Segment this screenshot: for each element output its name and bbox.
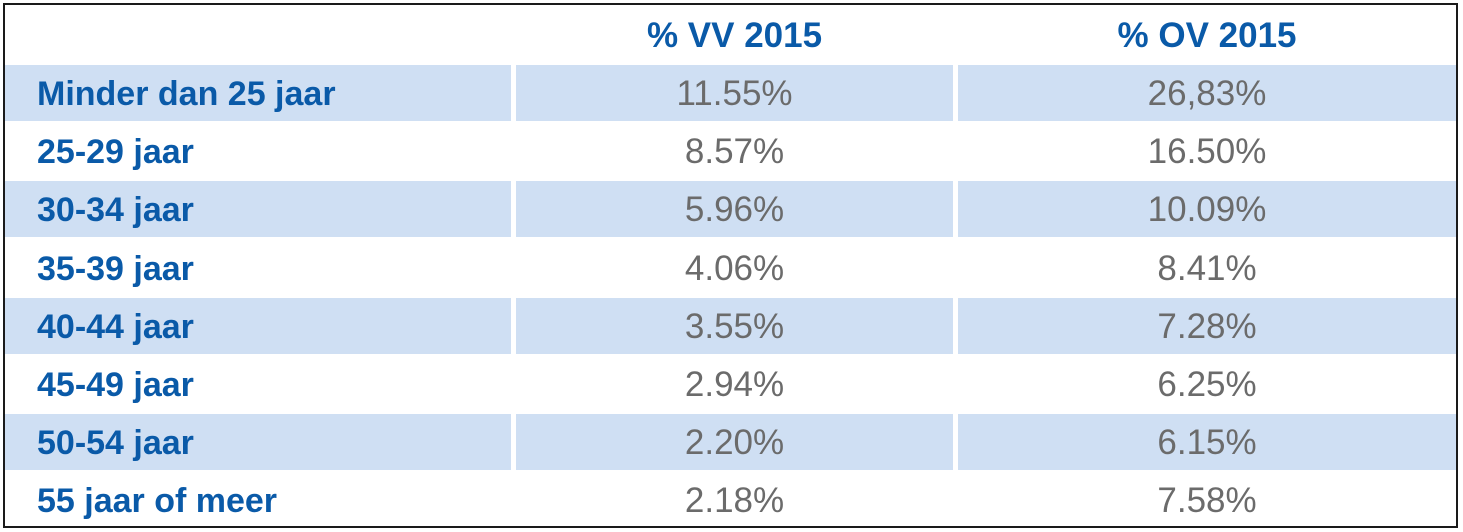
cell-vv-value: 3.55% — [516, 297, 953, 354]
row-label: 40-44 jaar — [5, 297, 511, 354]
cell-ov-value: 8.41% — [1157, 248, 1257, 288]
cell-vv-value: 2.20% — [516, 414, 953, 471]
row-label: 25-29 jaar — [37, 133, 194, 172]
row-label: 45-49 jaar — [37, 366, 194, 404]
cell-ov-value: 26,83% — [958, 65, 1456, 121]
data-table: % VV 2015 % OV 2015 Minder dan 25 jaar 11… — [3, 3, 1458, 528]
cell-ov-value: 16.50% — [1147, 132, 1267, 172]
cell-ov-value: 6.25% — [1157, 365, 1257, 404]
row-label: 55 jaar of meer — [37, 482, 278, 521]
row-label: 30-34 jaar — [5, 181, 511, 238]
table-row: 55 jaar of meer 2.18% 7.58% — [5, 472, 1456, 526]
column-header-vv-2015: % VV 2015 — [646, 16, 823, 55]
table-row: 45-49 jaar 2.94% 6.25% — [5, 356, 1456, 412]
cell-vv-value: 5.96% — [516, 181, 953, 238]
table-row: Minder dan 25 jaar 11.55% 26,83% — [5, 65, 1456, 121]
table-row: 35-39 jaar 4.06% 8.41% — [5, 240, 1456, 296]
table-header: % VV 2015 % OV 2015 — [5, 5, 1456, 65]
cell-ov-value: 6.15% — [958, 414, 1456, 471]
cell-vv-value: 4.06% — [684, 248, 785, 288]
cell-vv-value: 2.94% — [684, 365, 785, 404]
cell-vv-value: 8.57% — [684, 132, 785, 172]
cell-ov-value: 10.09% — [958, 181, 1456, 238]
row-label: 35-39 jaar — [37, 249, 194, 288]
row-label: 50-54 jaar — [5, 414, 511, 471]
cell-vv-value: 11.55% — [516, 65, 953, 121]
column-header-ov-2015: % OV 2015 — [1117, 16, 1297, 55]
row-label: Minder dan 25 jaar — [5, 65, 511, 121]
table-row: 25-29 jaar 8.57% 16.50% — [5, 123, 1456, 179]
table-row: 30-34 jaar 5.96% 10.09% — [5, 181, 1456, 238]
cell-ov-value: 7.28% — [958, 297, 1456, 354]
table-row: 40-44 jaar 3.55% 7.28% — [5, 297, 1456, 354]
table-row: 50-54 jaar 2.20% 6.15% — [5, 414, 1456, 471]
cell-vv-value: 2.18% — [684, 481, 785, 521]
cell-ov-value: 7.58% — [1157, 481, 1257, 521]
